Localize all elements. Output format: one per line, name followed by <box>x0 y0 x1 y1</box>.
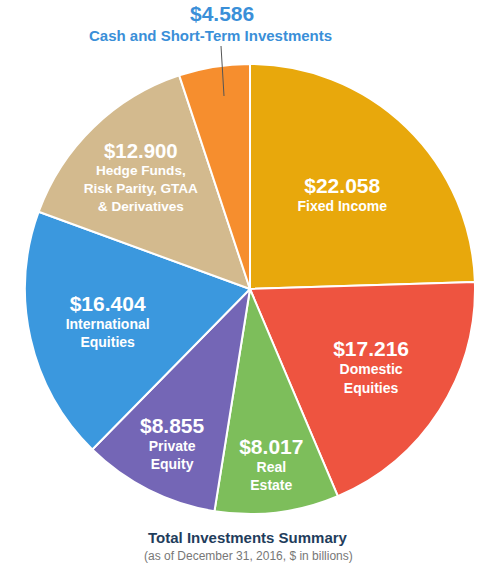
svg-text:$16.404InternationalEquities: $16.404InternationalEquities <box>66 292 150 350</box>
svg-text:$22.058Fixed Income: $22.058Fixed Income <box>297 174 387 214</box>
svg-text:$8.855PrivateEquity: $8.855PrivateEquity <box>140 414 205 472</box>
svg-text:$8.017RealEstate: $8.017RealEstate <box>239 435 303 493</box>
svg-text:$17.216DomesticEquities: $17.216DomesticEquities <box>333 337 409 395</box>
svg-text:(as of December 31, 2016, $ in: (as of December 31, 2016, $ in billions) <box>144 549 353 563</box>
svg-text:$4.586: $4.586 <box>190 2 254 25</box>
svg-text:$12.900Hedge Funds,Risk Parity: $12.900Hedge Funds,Risk Parity, GTAA& De… <box>84 140 198 214</box>
svg-text:Total Investments Summary: Total Investments Summary <box>148 529 348 546</box>
svg-text:Cash and Short-Term Investment: Cash and Short-Term Investments <box>89 27 332 44</box>
